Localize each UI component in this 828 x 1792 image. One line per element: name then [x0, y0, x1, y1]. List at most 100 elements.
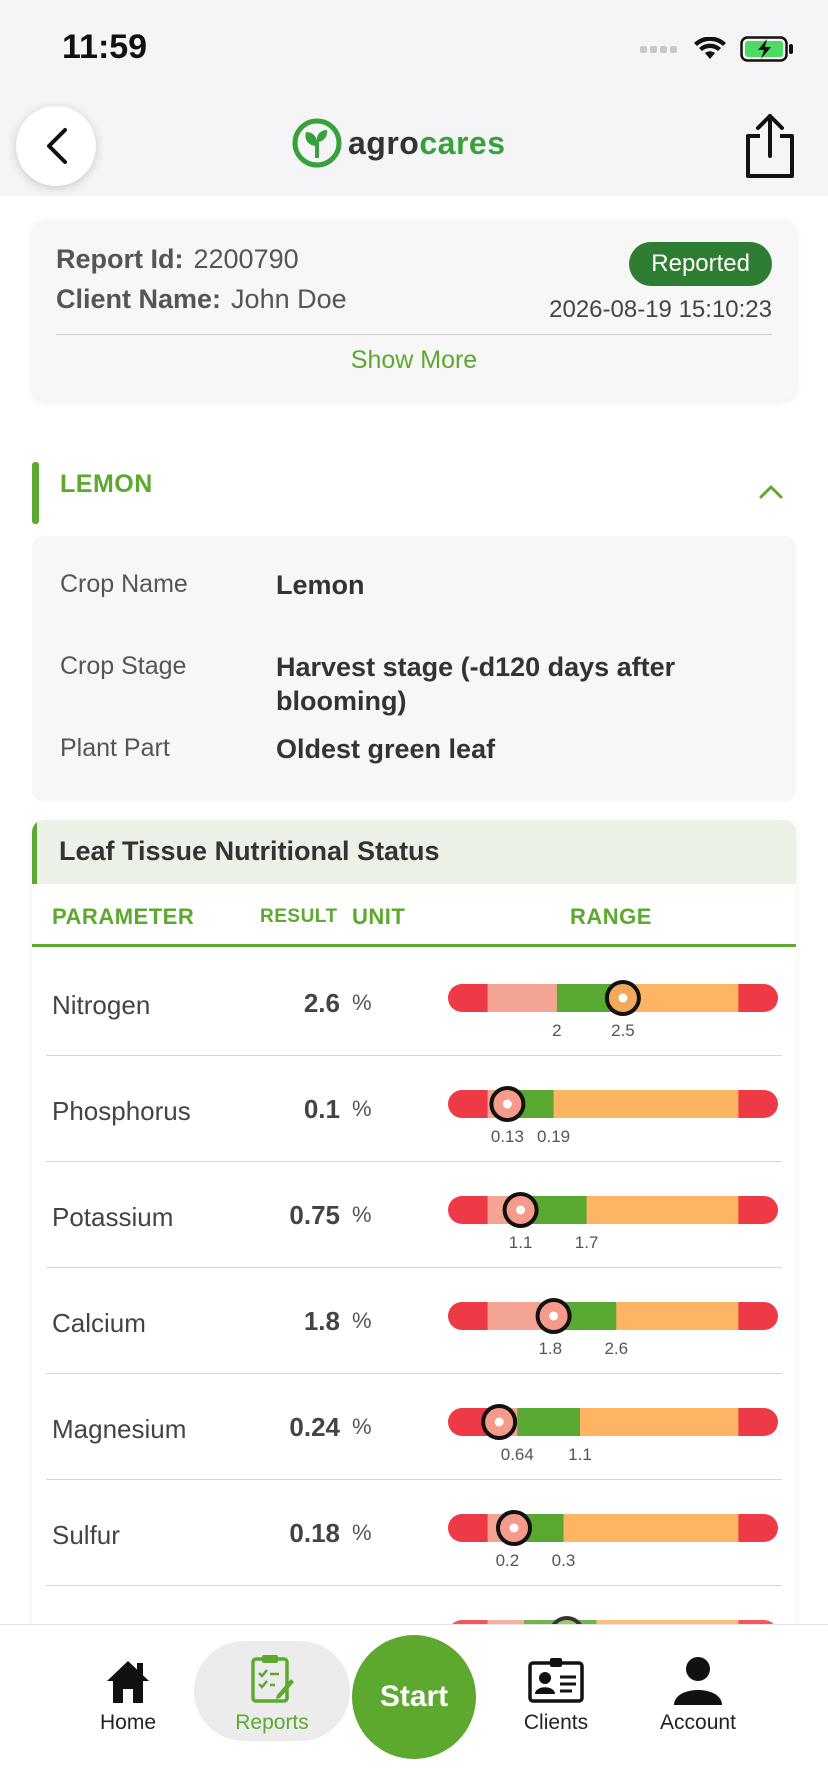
range-segment: [738, 1408, 778, 1436]
nutrition-header: Leaf Tissue Nutritional Status: [32, 820, 796, 884]
range-bar: 1.1 1.7: [448, 1192, 778, 1252]
column-result: RESULT: [260, 906, 338, 927]
range-bar: 0.2 0.3: [448, 1510, 778, 1570]
parameter-name: Potassium: [52, 1202, 174, 1232]
parameter-unit: %: [352, 1414, 372, 1439]
table-row: Nitrogen 2.6% 2 2.5: [46, 950, 782, 1056]
range-segment: [622, 984, 739, 1012]
range-segment: [553, 1090, 739, 1118]
nav-reports-label: Reports: [235, 1711, 309, 1734]
nutrition-status-card: Leaf Tissue Nutritional Status PARAMETER…: [32, 820, 796, 1624]
parameter-name: Nitrogen: [52, 990, 151, 1020]
client-name-label: Client Name:: [56, 284, 222, 314]
table-row: Calcium 1.8% 1.8 2.6: [46, 1268, 782, 1374]
parameter-unit: %: [352, 1096, 372, 1121]
plant-part-value: Oldest green leaf: [276, 734, 496, 764]
table-row-partial: [46, 1586, 782, 1624]
parameter-range: 1.8 2.6: [448, 1290, 778, 1360]
range-marker: [535, 1298, 572, 1334]
leaf-logo-icon: [292, 118, 342, 168]
crop-name-label: Crop Name: [60, 570, 188, 598]
nav-home-label: Home: [99, 1711, 157, 1734]
show-more-link[interactable]: Show More: [350, 346, 478, 374]
parameter-result: 0.75: [289, 1200, 340, 1230]
parameter-name: Sulfur: [52, 1520, 120, 1550]
parameter-result: 0.18: [289, 1518, 340, 1548]
nav-clients[interactable]: Clients: [486, 1641, 626, 1741]
battery-charging-icon: [740, 36, 793, 62]
range-high-label: 1.7: [575, 1233, 599, 1252]
range-bar: 2 2.5: [448, 980, 778, 1040]
range-high-label: 2.5: [611, 1021, 635, 1040]
status-icons: [640, 36, 794, 62]
range-segment: [448, 984, 489, 1012]
start-button[interactable]: Start: [352, 1635, 476, 1759]
back-button[interactable]: [16, 106, 96, 186]
range-segment: [448, 1196, 489, 1224]
parameter-result: 0.1: [303, 1094, 340, 1124]
app-header: agrocares: [0, 96, 828, 196]
range-segment: [580, 1408, 739, 1436]
nav-home[interactable]: Home: [58, 1641, 198, 1741]
range-high-label: 2.6: [604, 1339, 628, 1358]
range-low-label: 0.2: [496, 1551, 520, 1570]
column-range: RANGE: [570, 904, 652, 929]
nutrition-title: Leaf Tissue Nutritional Status: [59, 836, 440, 866]
logo-text-agro: agro: [348, 124, 420, 161]
range-segment: [738, 1302, 778, 1330]
crop-section-title: LEMON: [60, 470, 153, 498]
range-segment: [448, 1514, 489, 1542]
range-high-label: 0.3: [552, 1551, 576, 1570]
range-segment: [616, 1302, 739, 1330]
nav-reports[interactable]: Reports: [194, 1641, 350, 1741]
parameter-unit: %: [352, 1308, 372, 1333]
share-icon: [746, 114, 794, 178]
crop-section-header[interactable]: LEMON: [32, 462, 796, 524]
home-icon: [107, 1661, 149, 1703]
parameter-unit: %: [352, 1520, 372, 1545]
share-button[interactable]: [742, 112, 798, 180]
parameter-name: Magnesium: [52, 1414, 187, 1444]
parameter-result: 2.6: [303, 988, 340, 1018]
chevron-up-icon[interactable]: [758, 484, 784, 500]
range-low-label: 2: [552, 1021, 561, 1040]
table-row: Sulfur 0.18% 0.2 0.3: [46, 1480, 782, 1586]
range-segment: [448, 1302, 489, 1330]
range-marker: [604, 980, 641, 1016]
range-bar: 1.8 2.6: [448, 1298, 778, 1358]
range-marker: [551, 1616, 582, 1624]
range-segment: [487, 1620, 525, 1624]
crop-stage-value: Harvest stage (-d120 days after blooming…: [276, 652, 676, 716]
crop-name-value: Lemon: [276, 570, 365, 600]
range-marker: [489, 1086, 526, 1122]
table-row: Potassium 0.75% 1.1 1.7: [46, 1162, 782, 1268]
range-segment: [448, 1620, 489, 1624]
range-segment: [563, 1514, 739, 1542]
parameter-range: 2 2.5: [448, 972, 778, 1042]
parameter-unit: %: [352, 990, 372, 1015]
crop-stage-label: Crop Stage: [60, 652, 187, 680]
signal-icon: [640, 46, 677, 53]
nav-account-label: Account: [660, 1711, 736, 1734]
range-segment: [738, 1090, 778, 1118]
chevron-left-icon: [47, 128, 67, 164]
parameter-range: [448, 1608, 778, 1624]
status-badge: Reported: [629, 242, 772, 286]
parameter-range: 0.64 1.1: [448, 1396, 778, 1466]
nav-clients-label: Clients: [523, 1711, 589, 1734]
range-high-label: 0.19: [537, 1127, 570, 1146]
range-low-label: 0.13: [491, 1127, 524, 1146]
parameter-range: 1.1 1.7: [448, 1184, 778, 1254]
parameter-name: Calcium: [52, 1308, 146, 1338]
section-accent-bar: [32, 462, 39, 524]
range-segment: [596, 1620, 739, 1624]
range-bar: 0.13 0.19: [448, 1086, 778, 1146]
crop-details-card: Crop Name Lemon Crop Stage Harvest stage…: [32, 536, 796, 802]
report-content[interactable]: Report Id: 2200790 Client Name: John Doe R…: [0, 196, 828, 1624]
column-unit: UNIT: [352, 904, 406, 929]
column-parameter: PARAMETER: [52, 904, 195, 929]
range-bar: [448, 1616, 778, 1624]
range-segment: [487, 984, 558, 1012]
parameter-result: 1.8: [303, 1306, 340, 1336]
nav-account[interactable]: Account: [628, 1641, 768, 1741]
